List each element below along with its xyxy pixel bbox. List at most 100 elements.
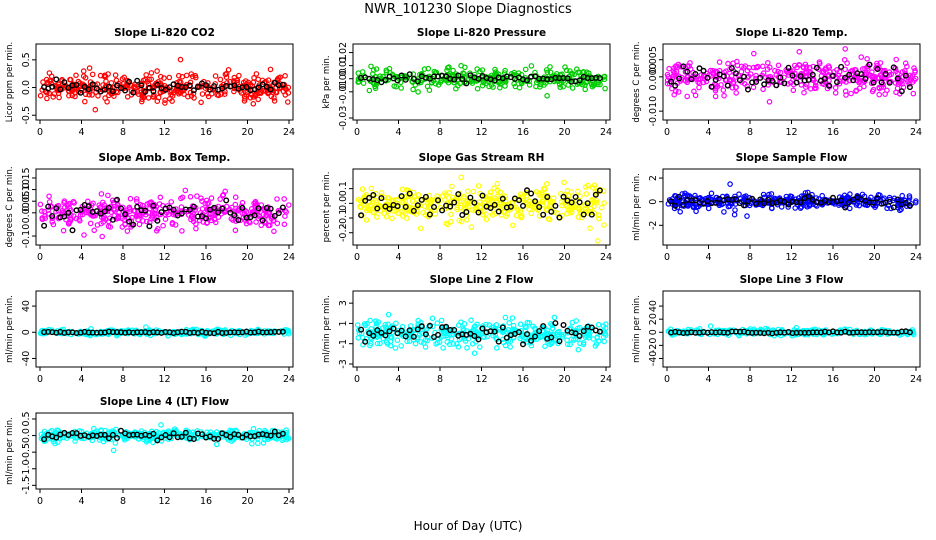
- data-point-hourly: [882, 70, 889, 77]
- data-point: [551, 209, 557, 216]
- data-point-hourly: [898, 88, 905, 95]
- x-tick-label: 12: [785, 127, 797, 138]
- x-tick-label: 24: [283, 374, 295, 385]
- data-point-hourly: [540, 211, 547, 218]
- data-point: [188, 216, 194, 223]
- data-point-hourly: [704, 74, 711, 81]
- data-point: [576, 324, 583, 331]
- data-point-hourly: [813, 64, 820, 71]
- data-point-hourly: [894, 196, 901, 203]
- data-point: [821, 81, 827, 88]
- data-point: [188, 93, 195, 99]
- data-point: [497, 189, 504, 195]
- data-points: [37, 324, 292, 340]
- data-point-hourly: [394, 330, 401, 337]
- y-tick-label: 0.005: [648, 46, 659, 73]
- data-point: [253, 71, 260, 77]
- data-point: [904, 78, 911, 85]
- y-tick-label: -40: [21, 351, 32, 367]
- data-point: [363, 336, 370, 342]
- data-point: [199, 91, 206, 97]
- data-point: [285, 435, 292, 442]
- data-point: [410, 336, 417, 343]
- data-point-hourly: [223, 197, 230, 204]
- data-point-hourly: [902, 72, 909, 79]
- data-point: [222, 188, 229, 195]
- data-point: [385, 311, 392, 318]
- data-point: [166, 74, 173, 81]
- data-point-hourly: [439, 207, 446, 214]
- y-axis-label: ml/min per min.: [5, 295, 15, 363]
- data-point: [368, 63, 374, 70]
- data-point: [168, 199, 175, 205]
- data-point-hourly: [146, 84, 153, 91]
- data-point: [424, 83, 431, 90]
- data-point: [227, 207, 233, 213]
- data-point: [193, 74, 199, 81]
- data-point: [572, 204, 578, 211]
- data-point-hourly: [842, 74, 849, 81]
- data-point-hourly: [190, 203, 197, 210]
- data-point: [712, 73, 718, 80]
- data-point-hourly: [507, 203, 514, 210]
- data-point-hourly: [45, 203, 52, 210]
- data-point: [721, 209, 727, 215]
- data-point-hourly: [596, 328, 603, 335]
- data-point: [528, 63, 535, 69]
- data-point: [448, 183, 455, 190]
- data-point: [205, 93, 212, 100]
- data-point: [537, 84, 543, 90]
- data-point: [551, 314, 558, 321]
- data-point: [372, 85, 379, 92]
- data-point: [98, 220, 104, 227]
- data-point: [444, 65, 451, 71]
- data-point-hourly: [516, 329, 523, 336]
- data-point-hourly: [435, 331, 442, 338]
- data-point: [193, 225, 199, 232]
- data-point: [143, 218, 150, 225]
- data-point: [483, 211, 489, 217]
- y-tick-label: -0.2: [338, 223, 349, 242]
- data-point-hourly: [826, 198, 833, 205]
- panel-title: Slope Line 4 (LT) Flow: [100, 396, 230, 408]
- data-point: [100, 199, 106, 206]
- data-point-hourly: [122, 211, 129, 218]
- data-point: [512, 83, 519, 90]
- data-point: [79, 211, 86, 218]
- data-point: [39, 216, 46, 223]
- data-point-hourly: [41, 222, 48, 229]
- data-point: [91, 227, 98, 234]
- data-point-hourly: [109, 88, 116, 95]
- data-point-hourly: [150, 88, 157, 95]
- data-point: [910, 90, 917, 97]
- data-point: [422, 344, 429, 350]
- data-point: [595, 321, 602, 328]
- data-point-hourly: [53, 205, 60, 212]
- data-point: [231, 79, 238, 86]
- data-point-hourly: [777, 74, 784, 81]
- data-point: [764, 59, 771, 66]
- data-point: [264, 90, 271, 96]
- data-point: [378, 190, 385, 196]
- data-point: [531, 325, 538, 331]
- data-point-hourly: [162, 86, 169, 93]
- data-point: [595, 81, 601, 88]
- data-point-hourly: [668, 198, 675, 205]
- data-point: [399, 186, 406, 193]
- data-point-hourly: [536, 203, 543, 210]
- data-point: [38, 208, 45, 214]
- y-tick-label: 0.01: [338, 55, 349, 76]
- y-tick-label: 0.5: [21, 52, 32, 67]
- x-tick-label: 24: [283, 127, 295, 138]
- data-point-hourly: [402, 203, 409, 210]
- data-point-hourly: [85, 86, 92, 93]
- y-tick-label: 0.0: [338, 196, 349, 211]
- data-point: [798, 82, 805, 88]
- y-tick-label: 20: [648, 313, 659, 325]
- data-point-hourly: [259, 217, 266, 224]
- data-point: [544, 338, 551, 344]
- data-point: [392, 345, 399, 351]
- data-point: [432, 207, 438, 214]
- data-point: [139, 98, 145, 105]
- y-axis-label: Licor ppm per min.: [5, 42, 15, 123]
